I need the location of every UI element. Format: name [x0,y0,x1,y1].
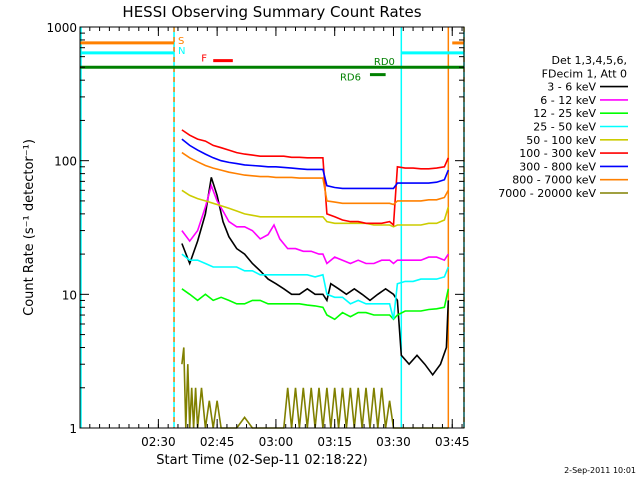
x-tick-label: 03:00 [259,435,294,449]
legend-header-line: Det 1,3,4,5,6, [551,54,627,67]
y-axis-label: Count Rate (s⁻¹ detector⁻¹) [22,139,37,316]
x-tick-label: 03:30 [376,435,411,449]
legend-label-4: 50 - 100 keV [526,134,596,147]
legend-label-0: 3 - 6 keV [547,81,596,94]
chart-title: HESSI Observing Summary Count Rates [122,3,421,21]
legend-label-1: 6 - 12 keV [540,94,596,107]
series-line-4 [181,189,450,228]
x-tick-label: 03:15 [317,435,352,449]
legend-label-2: 12 - 25 keV [533,107,596,120]
series-line-7 [181,151,450,206]
legend-label-7: 800 - 7000 keV [512,174,596,187]
annotation-label-rd6: RD6 [340,73,361,84]
timestamp-footer: 2-Sep-2011 10:01 [564,466,636,475]
legend-label-5: 100 - 300 keV [519,147,596,160]
series-line-1 [181,183,449,265]
x-axis-label: Start Time (02-Sep-11 02:18:22) [156,453,367,468]
series-line-2 [181,288,450,321]
series-line-0 [181,177,450,377]
legend-label-8: 7000 - 20000 keV [498,187,596,200]
series-line-3 [181,253,450,320]
legend-header-line: FDecim 1, Att 0 [542,67,627,80]
annotation-label-rd0: RD0 [374,57,395,68]
x-tick-label: 03:45 [435,435,470,449]
y-tick-label: 10 [62,288,77,302]
series-line-8 [181,347,449,429]
legend-label-3: 25 - 50 keV [533,121,596,134]
x-tick-label: 02:30 [141,435,176,449]
annotation-label-n: N [178,46,185,57]
series-line-5 [181,129,450,227]
y-tick-label: 1000 [46,21,77,35]
annotation-label-f: F [201,54,207,65]
legend: Det 1,3,4,5,6,FDecim 1, Att 03 - 6 keV6 … [498,54,628,200]
legend-label-6: 300 - 800 keV [519,160,596,173]
series-line-6 [181,138,450,190]
y-tick-label: 100 [54,155,77,169]
plot-frame [79,26,465,429]
y-tick-label: 1 [69,422,77,436]
x-tick-label: 02:45 [200,435,235,449]
annotation-label-s: S [178,36,184,47]
